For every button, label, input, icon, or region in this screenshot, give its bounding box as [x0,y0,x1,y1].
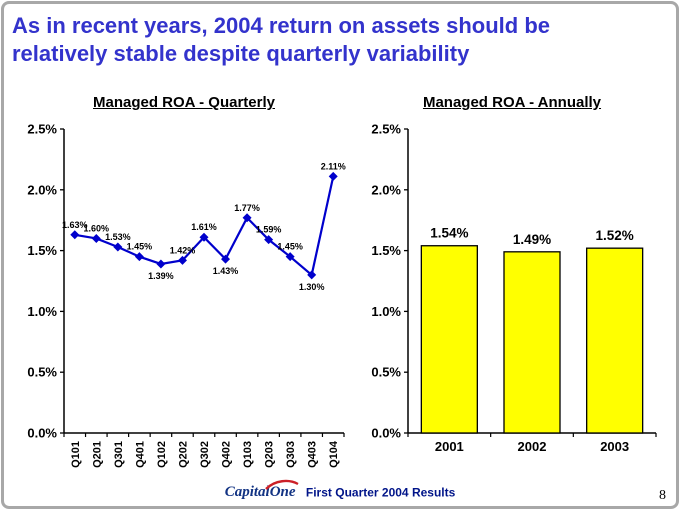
svg-text:1.49%: 1.49% [513,232,551,247]
svg-text:0.5%: 0.5% [27,365,57,380]
footer: CapitalOne First Quarter 2004 Results [0,479,680,501]
logo-swoosh-icon [264,479,299,490]
svg-text:Q203: Q203 [264,441,276,468]
svg-text:2001: 2001 [435,439,464,454]
svg-text:1.61%: 1.61% [191,222,217,232]
svg-text:1.0%: 1.0% [371,304,401,319]
svg-text:1.52%: 1.52% [596,228,634,243]
capitalone-logo: CapitalOne [224,479,299,501]
quarterly-chart-title: Managed ROA - Quarterly [93,94,275,111]
quarterly-chart-svg: 0.0% 0.5% 1.0% 1.5% 2.0% 2.5% 1.63% Q101 1.60% Q2… [27,122,346,468]
svg-text:1.45%: 1.45% [277,242,303,252]
svg-text:Q104: Q104 [328,440,340,468]
svg-text:0.5%: 0.5% [371,365,401,380]
slide-title-line2: relatively stable despite quarterly vari… [12,41,470,67]
svg-text:2.5%: 2.5% [371,122,401,137]
svg-text:Q102: Q102 [156,441,168,468]
svg-text:0.0%: 0.0% [27,426,57,441]
svg-text:Q301: Q301 [113,441,125,468]
svg-text:Q303: Q303 [285,441,297,468]
svg-text:1.53%: 1.53% [105,232,131,242]
slide-title: As in recent years, 2004 return on asset… [12,12,672,68]
annual-chart-svg: 0.0% 0.5% 1.0% 1.5% 2.0% 2.5% 1.54% 2001 1.49% 20… [371,122,657,454]
svg-text:2.11%: 2.11% [321,161,346,171]
svg-text:Q302: Q302 [199,441,211,468]
svg-text:Q103: Q103 [242,441,254,468]
svg-text:1.54%: 1.54% [430,226,468,241]
quarterly-roa-chart: Managed ROA - Quarterly 0.0% 0.5% 1.0% 1.5%… [16,94,352,485]
svg-text:Q101: Q101 [70,441,82,468]
svg-text:1.5%: 1.5% [27,243,57,258]
svg-text:2003: 2003 [600,439,629,454]
svg-text:Q202: Q202 [177,441,189,468]
svg-text:2.5%: 2.5% [27,122,57,137]
svg-text:1.0%: 1.0% [27,304,57,319]
svg-text:1.30%: 1.30% [299,282,325,292]
svg-text:2.0%: 2.0% [27,182,57,197]
svg-text:2.0%: 2.0% [371,182,401,197]
page-number: 8 [659,488,666,503]
svg-text:1.60%: 1.60% [84,223,110,233]
logo-capital-text: Capital [224,484,270,500]
svg-text:1.59%: 1.59% [256,225,282,235]
svg-text:1.5%: 1.5% [371,243,401,258]
svg-text:1.39%: 1.39% [148,271,174,281]
svg-text:1.43%: 1.43% [213,266,239,276]
svg-text:Q201: Q201 [91,441,103,468]
svg-text:2002: 2002 [518,439,547,454]
footer-text: First Quarter 2004 Results [305,485,456,500]
slide-title-line1: As in recent years, 2004 return on asset… [12,13,550,38]
svg-text:Q401: Q401 [134,441,146,468]
svg-text:0.0%: 0.0% [371,426,401,441]
svg-text:1.63%: 1.63% [62,220,88,230]
svg-text:1.42%: 1.42% [170,245,196,255]
svg-text:Q402: Q402 [221,441,233,468]
svg-text:Q403: Q403 [307,441,319,468]
annual-chart-title: Managed ROA - Annually [422,94,602,111]
annual-roa-chart: Managed ROA - Annually 0.0% 0.5% 1.0% 1.5% 2… [362,94,662,485]
svg-text:1.77%: 1.77% [234,203,260,213]
svg-text:1.45%: 1.45% [127,242,153,252]
logo-one-text: One [269,484,296,500]
